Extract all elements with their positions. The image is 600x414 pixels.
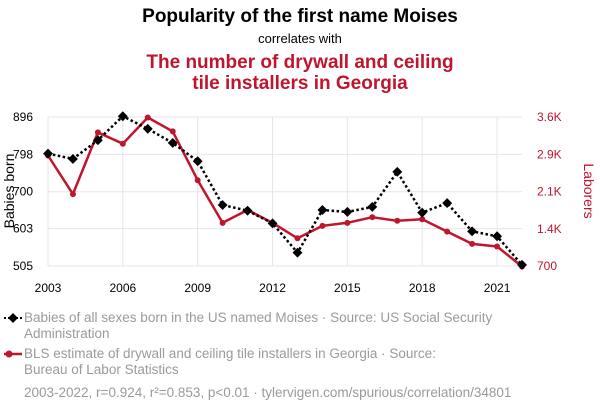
series1-point-2008	[167, 137, 178, 148]
series1-point-2017	[392, 166, 403, 177]
series2-point-2005	[94, 129, 101, 136]
x-tick-label: 2021	[484, 281, 511, 295]
series1-point-2006	[117, 111, 128, 122]
series2-point-2007	[144, 114, 151, 121]
right-axis-ticks: 700 1.4K 2.1K 2.9K 3.6K	[537, 110, 562, 273]
legend-label-series2-line2: Bureau of Labor Statistics	[24, 362, 179, 377]
x-tick-label: 2009	[184, 281, 211, 295]
series2-point-2019	[444, 228, 451, 235]
series1-point-2004	[67, 153, 78, 164]
legend-marker-series2	[4, 350, 22, 358]
chart-title: Popularity of the first name Moises	[142, 6, 458, 27]
series2-point-2016	[369, 214, 376, 221]
left-tick-label: 798	[13, 147, 33, 161]
series1-point-2005	[92, 135, 103, 146]
series2-point-2021	[494, 243, 501, 250]
legend-marker-series1	[4, 313, 22, 323]
series1-point-2011	[242, 205, 253, 216]
legend-label-series2-line1: BLS estimate of drywall and ceiling tile…	[24, 346, 436, 361]
left-tick-label: 505	[13, 259, 33, 273]
left-axis-ticks: 505 603 700 798 896	[13, 110, 33, 273]
series2-point-2018	[419, 216, 426, 223]
legend: Babies of all sexes born in the US named…	[4, 310, 492, 377]
series1-point-2021	[492, 231, 503, 242]
series1-point-2014	[317, 205, 328, 215]
right-tick-label: 2.9K	[537, 147, 562, 161]
series2-point-2006	[119, 140, 126, 147]
gridlines	[47, 116, 522, 267]
chart-subtitle: correlates with	[258, 31, 342, 46]
series2-point-2020	[469, 240, 476, 247]
left-axis-title: Babies born	[1, 154, 17, 229]
series-layer	[43, 111, 527, 270]
series1-point-2013	[292, 247, 303, 258]
series1-point-2007	[142, 123, 153, 134]
x-axis-ticks: 2003 2006 2009 2012 2015 2018 2021	[35, 281, 511, 295]
series2-point-2009	[194, 177, 201, 184]
x-tick-label: 2012	[259, 281, 286, 295]
series2-line	[46, 116, 523, 268]
left-tick-label: 603	[13, 222, 33, 236]
series2-point-2014	[319, 222, 326, 229]
series1-point-2015	[342, 206, 353, 217]
series2-point-2015	[344, 219, 351, 226]
right-axis-title: Laborers	[581, 163, 597, 218]
x-tick-label: 2003	[35, 281, 62, 295]
series2-point-2013	[294, 235, 301, 242]
x-tick-label: 2018	[409, 281, 436, 295]
right-tick-label: 2.1K	[537, 185, 562, 199]
series2-point-2004	[69, 191, 76, 198]
left-tick-label: 700	[13, 185, 33, 199]
x-tick-label: 2015	[334, 281, 361, 295]
right-tick-label: 3.6K	[537, 110, 562, 124]
series1-line	[47, 114, 523, 266]
series2-point-2017	[394, 217, 401, 224]
footer-stats: 2003-2022, r=0.924, r²=0.853, p<0.01 · t…	[24, 385, 511, 400]
x-tick-label: 2006	[109, 281, 136, 295]
series1-point-2009	[192, 156, 203, 167]
series1-point-2022	[517, 259, 527, 270]
series1-point-2012	[267, 218, 278, 229]
legend-label-series1-line1: Babies of all sexes born in the US named…	[24, 310, 492, 325]
chart-title-secondary-line1: The number of drywall and ceiling	[146, 52, 453, 73]
series1-point-2003	[43, 148, 53, 159]
legend-label-series1-line2: Administration	[24, 326, 110, 341]
left-tick-label: 896	[13, 110, 33, 124]
series2-point-2008	[169, 128, 176, 135]
right-tick-label: 700	[537, 259, 557, 273]
series2-point-2010	[219, 219, 226, 226]
chart-title-secondary-line2: tile installers in Georgia	[192, 73, 408, 94]
series1-point-2018	[417, 207, 428, 218]
series1-point-2010	[217, 200, 228, 210]
series1-point-2019	[442, 198, 453, 209]
right-tick-label: 1.4K	[537, 222, 562, 236]
